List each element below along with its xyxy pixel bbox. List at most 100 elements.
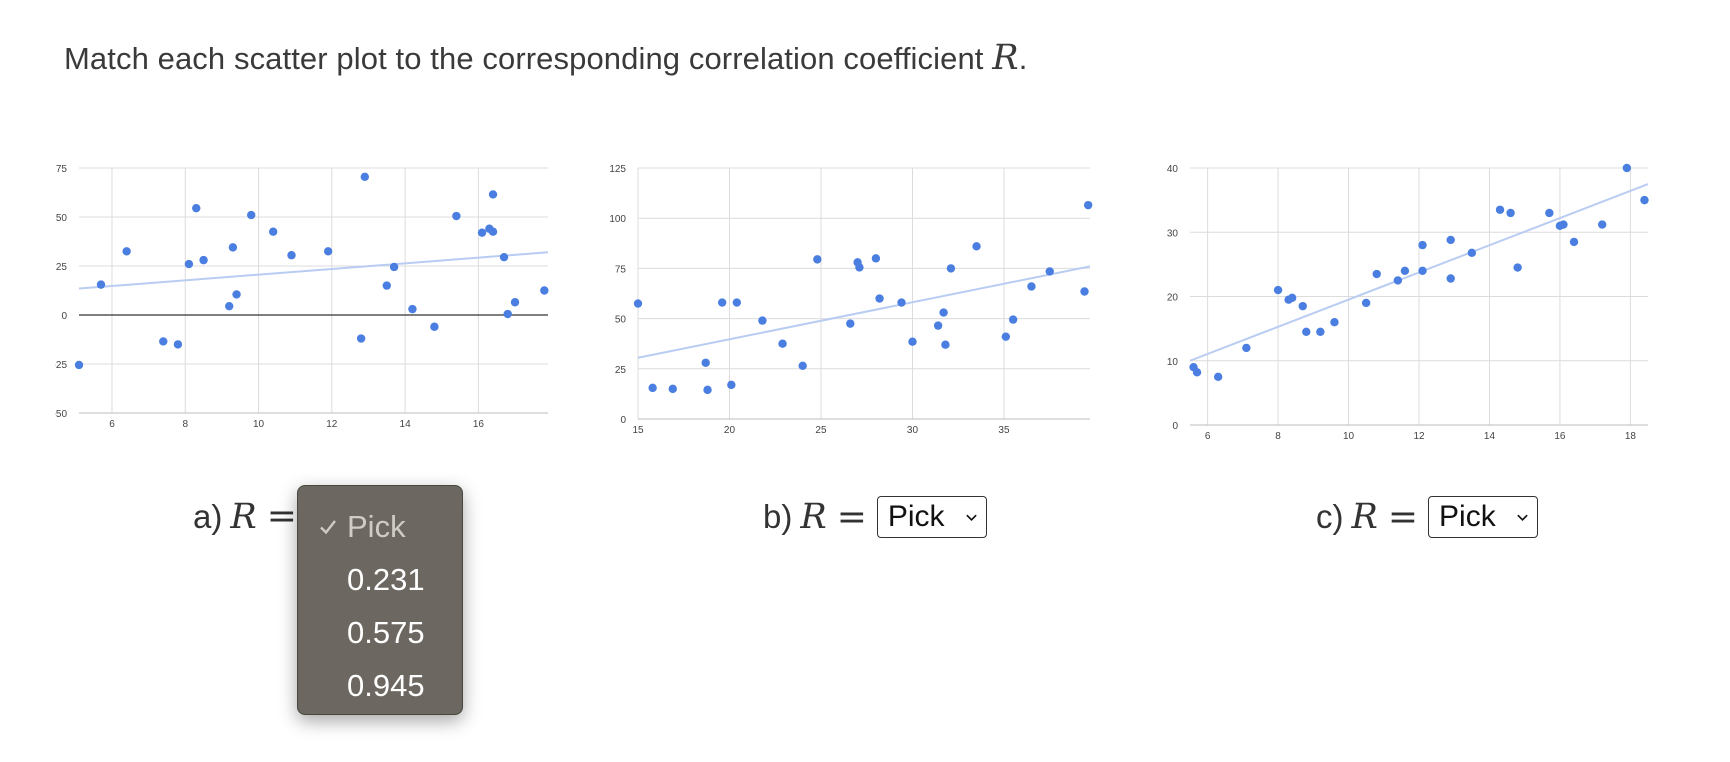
scatter-point: [1027, 282, 1036, 291]
x-tick-label: 30: [907, 425, 919, 436]
scatter-point: [356, 334, 366, 343]
x-tick-label: 14: [1484, 431, 1496, 442]
y-tick-label: 50: [56, 213, 68, 224]
scatter-point: [1273, 285, 1283, 295]
dropdown-option-0575[interactable]: 0.575: [298, 606, 462, 659]
y-tick-label: 50: [615, 315, 627, 326]
scatter-point: [477, 228, 487, 237]
scatter-point: [360, 172, 369, 182]
y-tick-label: 10: [1167, 357, 1179, 368]
scatter-point: [1302, 327, 1311, 337]
question-a: a) R =: [193, 496, 307, 537]
question-prompt: Match each scatter plot to the correspon…: [64, 38, 1027, 78]
scatter-point: [701, 358, 710, 367]
scatter-point: [758, 316, 767, 325]
scatter-point: [1361, 298, 1371, 308]
scatter-point: [855, 263, 864, 272]
scatter-point: [717, 298, 727, 307]
question-c-variable: R: [1351, 497, 1378, 537]
y-tick-label: 0: [620, 415, 626, 426]
dropdown-option-label: 0.231: [347, 561, 425, 597]
scatter-point: [430, 322, 439, 331]
scatter-point: [703, 385, 712, 395]
scatter-point: [648, 383, 657, 393]
prompt-variable: R: [992, 38, 1019, 78]
scatter-point: [1393, 276, 1403, 285]
scatter-point: [1298, 301, 1307, 311]
checkmark-icon: [320, 520, 336, 535]
x-tick-label: 14: [400, 419, 412, 430]
y-tick-label: 75: [56, 164, 68, 175]
scatter-plot-a-svg: 75 50 25 0 -25 -50 6 8 10 12 14 16: [55, 164, 549, 430]
question-a-equals: =: [266, 496, 297, 537]
scatter-point: [1287, 293, 1297, 302]
scatter-point: [1213, 372, 1223, 382]
x-tick-label: 15: [632, 425, 644, 436]
x-tick-label: 8: [1275, 431, 1281, 442]
scatter-point: [875, 294, 884, 303]
y-tick-label: 25: [615, 365, 627, 376]
question-a-dropdown-menu: Pick 0.231 0.575 0.945: [297, 485, 463, 715]
scatter-point: [389, 262, 399, 272]
dropdown-option-label: 0.945: [347, 667, 425, 703]
question-a-letter: a): [193, 497, 223, 535]
scatter-point: [1506, 208, 1515, 218]
scatter-point: [228, 243, 238, 252]
scatter-point: [939, 308, 948, 317]
scatter-point: [1569, 237, 1579, 247]
scatter-point: [972, 242, 981, 251]
scatter-point: [268, 227, 278, 236]
y-tick-label: 100: [609, 214, 626, 225]
dropdown-option-0231[interactable]: 0.231: [298, 553, 462, 606]
scatter-point: [287, 251, 296, 260]
scatter-point: [1513, 263, 1522, 272]
scatter-plot-a: 75 50 25 0 -25 -50 6 8 10 12 14 16: [55, 160, 565, 460]
scatter-point: [1045, 267, 1054, 276]
scatter-point: [941, 340, 950, 349]
scatter-point: [897, 298, 906, 307]
question-c-select[interactable]: Pick: [1428, 496, 1539, 538]
dropdown-option-label: Pick: [347, 508, 406, 544]
scatter-point: [499, 252, 509, 262]
scatter-point: [503, 309, 512, 319]
question-b-variable: R: [800, 497, 827, 537]
scatter-point: [1622, 163, 1632, 173]
scatter-point: [247, 210, 256, 220]
scatter-plot-c-svg: 40 30 20 10 0 6 8 10 12 14 16 18: [1167, 163, 1649, 442]
question-b-select[interactable]: Pick: [876, 496, 987, 538]
dropdown-option-0945[interactable]: 0.945: [298, 659, 462, 712]
scatter-point: [488, 227, 498, 236]
y-tick-label: 20: [1167, 293, 1179, 304]
chevron-down-icon: [966, 514, 977, 521]
scatter-point: [1418, 240, 1427, 250]
scatter-point: [225, 301, 234, 311]
scatter-point: [727, 380, 736, 390]
y-tick-label: 125: [609, 164, 626, 175]
y-tick-label: 0: [61, 311, 67, 322]
scatter-point: [488, 190, 498, 199]
x-tick-label: 8: [182, 419, 188, 430]
y-tick-label: 30: [1167, 228, 1179, 239]
scatter-point: [846, 319, 855, 328]
question-b: b) R = Pick: [763, 496, 987, 538]
question-c: c) R = Pick: [1316, 496, 1539, 538]
question-b-select-value: Pick: [887, 500, 945, 533]
x-tick-label: 20: [724, 425, 736, 436]
scatter-point: [1446, 274, 1455, 283]
x-tick-label: 16: [1554, 431, 1566, 442]
scatter-point: [192, 203, 201, 213]
x-tick-label: 6: [1205, 431, 1211, 442]
trendline: [78, 251, 549, 290]
scatter-point: [1001, 332, 1011, 341]
y-tick-label: 0: [1172, 421, 1178, 432]
scatter-point: [908, 337, 917, 346]
x-tick-label: 35: [998, 425, 1010, 436]
dropdown-option-pick[interactable]: Pick: [298, 500, 462, 553]
scatter-point: [1446, 235, 1455, 245]
question-b-equals: =: [836, 496, 867, 538]
scatter-point: [1192, 368, 1202, 377]
y-tick-label: -25: [55, 360, 67, 371]
y-tick-label: 75: [615, 264, 627, 275]
scatter-point: [159, 337, 168, 346]
scatter-point: [1080, 287, 1089, 296]
